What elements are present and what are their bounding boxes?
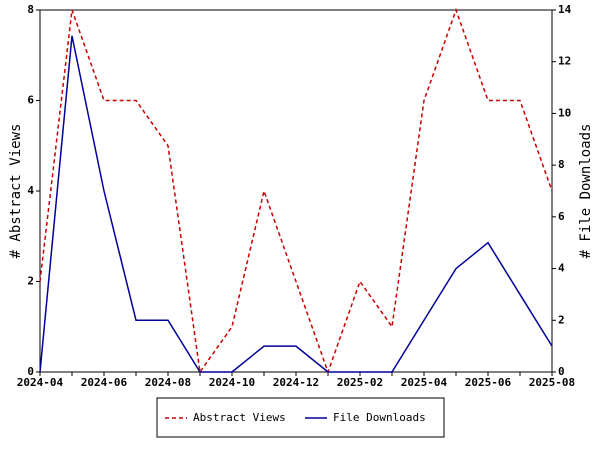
x-tick-label: 2024-04 bbox=[17, 376, 64, 389]
y-tick-label: 2 bbox=[27, 275, 34, 288]
x-tick-label: 2024-12 bbox=[273, 376, 319, 389]
y2-tick-label: 14 bbox=[558, 3, 572, 16]
x-tick-label: 2025-04 bbox=[401, 376, 448, 389]
legend-label: Abstract Views bbox=[193, 411, 286, 424]
y2-tick-label: 0 bbox=[558, 365, 565, 378]
x-tick-label: 2024-06 bbox=[81, 376, 128, 389]
x-tick-label: 2024-10 bbox=[209, 376, 255, 389]
x-tick-label: 2025-08 bbox=[529, 376, 575, 389]
y2-tick-label: 12 bbox=[558, 55, 571, 68]
line bbox=[39, 35, 553, 373]
x-tick-label: 2025-06 bbox=[465, 376, 512, 389]
y2-tick-label: 4 bbox=[558, 262, 565, 275]
line bbox=[39, 7, 553, 375]
legend-label: File Downloads bbox=[333, 411, 426, 424]
x-tick-label: 2025-02 bbox=[337, 376, 383, 389]
y-tick-label: 8 bbox=[27, 3, 34, 16]
y2-tick-label: 2 bbox=[558, 313, 565, 326]
y-tick-label: 6 bbox=[27, 94, 34, 107]
y-axis-label: # Abstract Views bbox=[8, 124, 24, 259]
y-tick-label: 0 bbox=[27, 365, 34, 378]
x-tick-label: 2024-08 bbox=[145, 376, 191, 389]
legend bbox=[156, 397, 445, 438]
y-tick-label: 4 bbox=[27, 184, 34, 197]
y2-tick-label: 6 bbox=[558, 210, 565, 223]
y2-axis-label: # File Downloads bbox=[578, 124, 594, 259]
y2-tick-label: 8 bbox=[558, 158, 565, 171]
y2-tick-label: 10 bbox=[558, 106, 571, 119]
